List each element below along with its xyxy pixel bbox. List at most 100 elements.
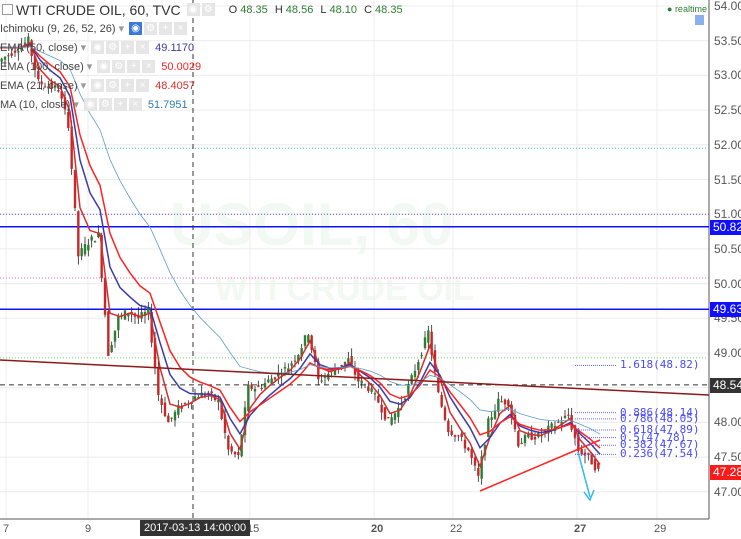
candle-body (343, 361, 347, 366)
gear-icon[interactable]: ⚙ (106, 79, 120, 92)
candle-body (303, 335, 307, 346)
candle-body (183, 402, 187, 404)
candle-body (470, 449, 473, 459)
chevron-down-icon[interactable]: ▾ (73, 99, 79, 111)
chevron-down-icon[interactable]: ▾ (86, 61, 93, 73)
close-icon[interactable]: × (128, 98, 142, 111)
candle-body (223, 414, 227, 433)
close-icon[interactable]: × (142, 60, 156, 73)
candle-body (530, 432, 533, 440)
candle-body (447, 420, 450, 433)
indicator-legend-row[interactable]: EMA (100, close) ▾ ◉ ⚙ + × 50.0029 (0, 57, 407, 76)
candle-body (113, 330, 117, 342)
eye-icon[interactable]: ◉ (91, 79, 105, 92)
candle-body (163, 402, 167, 417)
candle-body (63, 97, 67, 110)
candle-body (147, 307, 150, 314)
gear-icon[interactable]: ⚙ (201, 3, 215, 16)
candle-body (110, 344, 113, 352)
chevron-down-icon[interactable]: ▾ (118, 23, 125, 35)
chevron-down-icon[interactable]: ▾ (80, 42, 87, 54)
candle-body (373, 393, 377, 395)
candle-body (440, 394, 443, 407)
candle-body (427, 330, 430, 343)
plus-icon[interactable]: + (121, 79, 135, 92)
plus-icon[interactable]: + (113, 98, 127, 111)
candle-body (37, 70, 40, 80)
close-icon[interactable]: × (136, 41, 150, 54)
plus-icon[interactable]: + (159, 22, 173, 35)
candle-body (360, 380, 363, 384)
eye-icon[interactable]: ◉ (83, 98, 97, 111)
candle-body (100, 235, 103, 279)
gear-icon[interactable]: ⚙ (98, 98, 112, 111)
watermark-name: WTI CRUDE OIL (215, 270, 474, 308)
plus-icon[interactable]: + (121, 41, 135, 54)
candle-body (300, 348, 303, 357)
candle-body (87, 244, 90, 251)
arrow-head-icon (583, 489, 595, 502)
candle-body (350, 356, 353, 365)
indicator-legend-row[interactable]: EMA (21, close) ▾ ◉ ⚙ + × 48.4057 (0, 76, 407, 95)
indicator-label: MA (10, close) (0, 98, 71, 111)
indicator-legend-row[interactable]: MA (10, close) ▾ ◉ ⚙ + × 51.7951 (0, 95, 407, 114)
time-tick-label: 9 (85, 523, 92, 535)
price-tick-label: 54.00 (714, 0, 741, 13)
close-icon[interactable]: × (136, 79, 150, 92)
candle-body (460, 433, 463, 438)
symbol-title[interactable]: WTI CRUDE OIL, 60, TVC (16, 1, 181, 18)
realtime-indicator: ● realtime (667, 4, 707, 14)
candle-body (167, 415, 170, 423)
candle-body (277, 372, 280, 377)
price-badge: 50.82 (710, 219, 741, 235)
candle-body (597, 462, 600, 469)
candle-body (500, 401, 503, 403)
chevron-down-icon[interactable]: ▾ (80, 80, 87, 92)
plus-icon[interactable]: + (127, 60, 141, 73)
candle-body (97, 232, 100, 238)
candle-body (77, 211, 80, 257)
price-tick-label: 50.50 (714, 241, 741, 256)
candle-body (103, 277, 107, 315)
candle-body (50, 82, 53, 89)
close-icon[interactable]: × (174, 22, 188, 35)
candle-body (497, 398, 500, 412)
candle-body (357, 370, 360, 382)
candle-body (83, 244, 87, 255)
candle-body (273, 377, 277, 380)
candle-body (200, 392, 203, 398)
candle-body (7, 55, 10, 57)
gear-icon[interactable]: ⚙ (112, 60, 126, 73)
gear-icon[interactable]: ⚙ (144, 22, 158, 35)
fib-level-label: 0.5(47.78) (620, 430, 687, 444)
candle-body (523, 434, 527, 444)
ma-line (0, 46, 601, 435)
candle-body (353, 368, 357, 375)
price-tick-label: 47.00 (714, 484, 741, 499)
eye-icon[interactable]: ◉ (97, 60, 111, 73)
fib-level-label: 0.382(47.67) (620, 438, 700, 452)
candle-body (410, 375, 413, 384)
candle-body (420, 354, 423, 357)
candle-body (127, 312, 130, 317)
eye-icon[interactable]: ◉ (129, 22, 143, 35)
indicator-legend-row[interactable]: Ichimoku (9, 26, 52, 26) ▾ ◉ ⚙ + × (0, 19, 407, 38)
fib-level-label: 0.786(48.05) (620, 411, 700, 425)
candle-body (73, 169, 77, 209)
eye-icon[interactable]: ◉ (186, 3, 200, 16)
candle-body (493, 410, 497, 419)
candle-body (587, 452, 590, 454)
eye-icon[interactable]: ◉ (91, 41, 105, 54)
gear-icon[interactable]: ⚙ (106, 41, 120, 54)
candle-body (47, 86, 50, 89)
candle-body (293, 360, 297, 362)
indicator-legend-row[interactable]: EMA (50, close) ▾ ◉ ⚙ + × 49.1170 (0, 38, 407, 57)
candle-body (43, 86, 47, 88)
collapse-icon[interactable] (2, 4, 13, 15)
candle-body (23, 42, 27, 46)
candle-body (407, 385, 410, 395)
price-tick-label: 51.00 (714, 207, 741, 222)
scale-toggle-icon[interactable] (695, 15, 704, 25)
